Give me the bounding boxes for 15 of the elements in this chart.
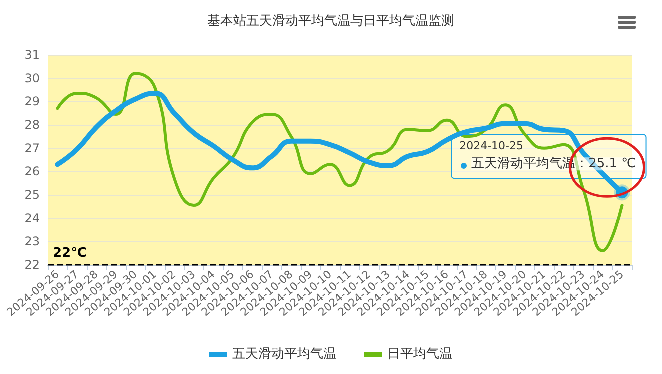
y-tick-label: 28 [24, 118, 40, 132]
y-tick-label: 25 [24, 188, 40, 202]
y-tick-label: 26 [24, 164, 40, 179]
y-tick-label: 29 [24, 94, 40, 109]
y-tick-label: 27 [24, 141, 40, 156]
legend-label: 五天滑动平均气温 [232, 347, 336, 362]
chart-title: 基本站五天滑动平均气温与日平均气温监测 [208, 14, 454, 29]
y-tick-label: 24 [24, 211, 40, 226]
y-tick-label: 30 [24, 71, 40, 86]
category-label: 2024-10-25 [460, 140, 524, 153]
y-tick-label: 22 [24, 258, 40, 272]
y-tick-label: 23 [24, 234, 40, 249]
legend-label: 日平均气温 [388, 347, 452, 362]
ref-line-label: 22℃ [53, 246, 87, 261]
y-tick-label: 31 [24, 48, 40, 62]
